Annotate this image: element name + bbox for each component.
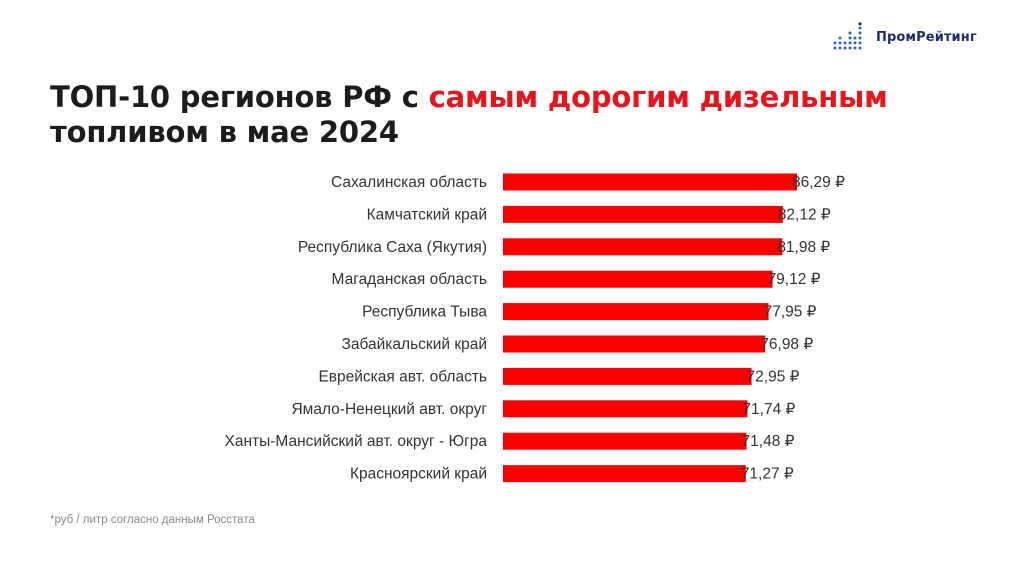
- category-label: Магаданская область: [332, 271, 487, 288]
- bar: [503, 335, 766, 353]
- category-label: Камчатский край: [367, 206, 487, 223]
- brand-name-part2: Рейтинг: [916, 29, 977, 45]
- brand-name: ПромРейтинг: [876, 30, 977, 45]
- value-label: 82,12 ₽: [778, 206, 831, 223]
- brand-logo: ПромРейтинг: [832, 22, 977, 52]
- bar: [503, 303, 769, 321]
- value-label: 71,74 ₽: [742, 401, 795, 418]
- bar: [503, 432, 747, 450]
- bar: [503, 270, 773, 288]
- bar: [503, 173, 797, 191]
- category-label: Республика Саха (Якутия): [298, 239, 487, 256]
- title-part1: ТОП-10 регионов РФ с: [50, 80, 429, 114]
- category-label: Ханты-Мансийский авт. округ - Югра: [225, 433, 488, 450]
- bar: [503, 367, 752, 385]
- footnote: *руб / литр согласно данным Росстата: [50, 514, 255, 526]
- category-label: Республика Тыва: [362, 304, 487, 321]
- bar: [503, 400, 748, 418]
- value-label: 79,12 ₽: [768, 271, 821, 288]
- category-label: Забайкальский край: [342, 336, 487, 353]
- value-label: 81,98 ₽: [777, 239, 830, 256]
- value-label: 72,95 ₽: [747, 368, 800, 385]
- category-label: Красноярский край: [350, 466, 487, 483]
- value-label: 86,29 ₽: [792, 174, 845, 191]
- title-part3: топливом в мае 2024: [50, 115, 399, 149]
- page-title: ТОП-10 регионов РФ с самым дорогим дизел…: [50, 80, 990, 150]
- bar: [503, 238, 783, 256]
- value-label: 76,98 ₽: [760, 336, 813, 353]
- value-label: 71,27 ₽: [741, 466, 794, 483]
- brand-name-part1: Пром: [876, 29, 917, 45]
- bar: [503, 465, 746, 483]
- category-label: Еврейская авт. область: [318, 368, 487, 385]
- category-label: Ямало-Ненецкий авт. округ: [291, 401, 487, 418]
- category-label: Сахалинская область: [331, 174, 487, 191]
- title-highlight: самым дорогим дизельным: [428, 80, 888, 114]
- bar-dots-icon: [833, 22, 862, 50]
- value-label: 77,95 ₽: [764, 304, 817, 321]
- bar: [503, 205, 783, 223]
- value-label: 71,48 ₽: [742, 433, 795, 450]
